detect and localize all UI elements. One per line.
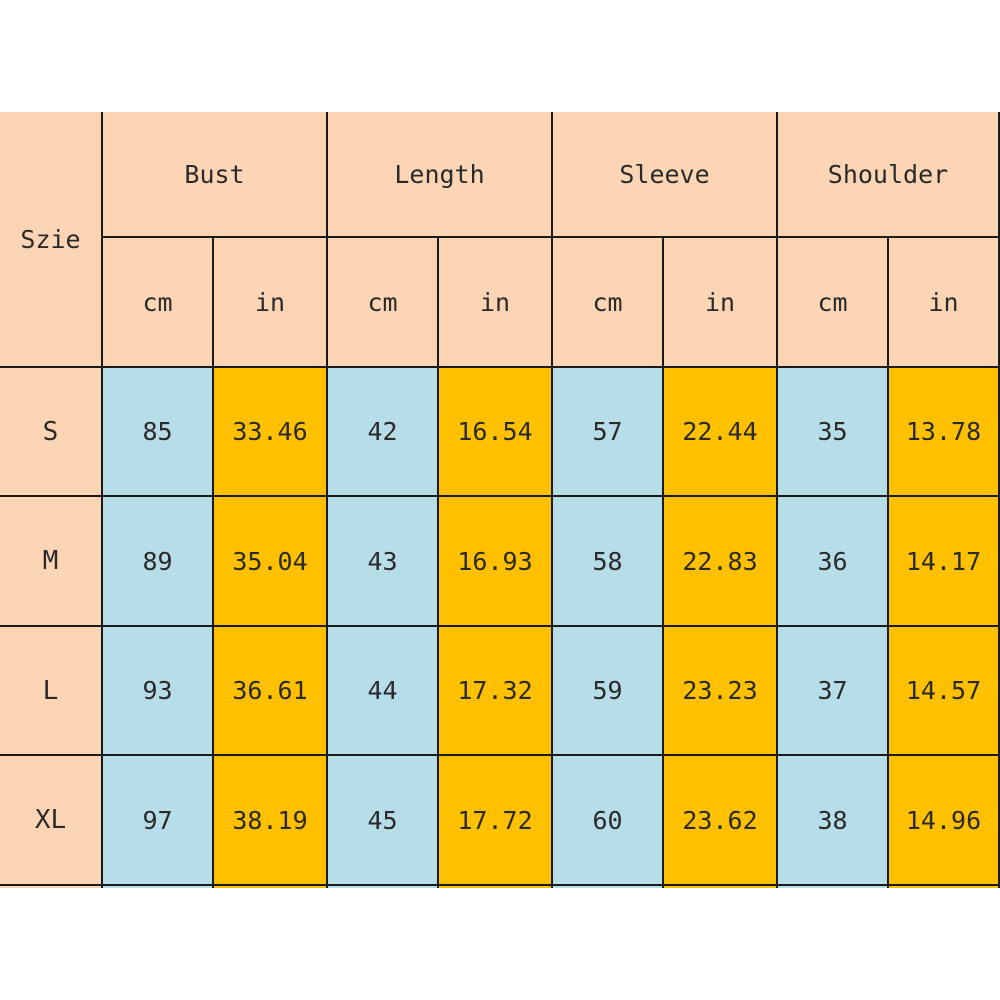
cm-value-cell: 44 [328,627,439,756]
cm-value-cell: 43 [328,497,439,627]
cm-value-cell: 45 [328,756,439,886]
size-label: XL [0,756,103,886]
unit-header: in [439,238,553,368]
unit-header: in [214,238,328,368]
in-value-cell: 36.61 [214,627,328,756]
cm-value-cell: 89 [103,497,214,627]
in-value-cell: 17.72 [439,756,553,886]
size-header: Szie [0,112,103,368]
group-header-sleeve: Sleeve [553,112,778,238]
cm-value-cell: 37 [778,627,889,756]
in-value-cell: 14.96 [889,756,1000,886]
cm-value-cell: 36 [778,497,889,627]
cm-value-cell: 60 [553,756,664,886]
in-value-cell: 14.57 [889,627,1000,756]
cut-off-cell [664,886,778,888]
cut-off-cell [214,886,328,888]
in-value-cell: 33.46 [214,368,328,497]
unit-header: in [664,238,778,368]
size-label: L [0,627,103,756]
size-label: M [0,497,103,627]
cut-off-cell [439,886,553,888]
cm-value-cell: 93 [103,627,214,756]
in-value-cell: 23.23 [664,627,778,756]
in-value-cell: 22.83 [664,497,778,627]
in-value-cell: 17.32 [439,627,553,756]
in-value-cell: 22.44 [664,368,778,497]
cm-value-cell: 57 [553,368,664,497]
in-value-cell: 38.19 [214,756,328,886]
unit-header: cm [778,238,889,368]
cm-value-cell: 38 [778,756,889,886]
cut-off-cell [778,886,889,888]
size-label: S [0,368,103,497]
cut-off-cell [103,886,214,888]
cm-value-cell: 35 [778,368,889,497]
in-value-cell: 16.54 [439,368,553,497]
unit-header: in [889,238,1000,368]
in-value-cell: 23.62 [664,756,778,886]
group-header-length: Length [328,112,553,238]
unit-header: cm [328,238,439,368]
cm-value-cell: 59 [553,627,664,756]
cm-value-cell: 42 [328,368,439,497]
in-value-cell: 35.04 [214,497,328,627]
in-value-cell: 14.17 [889,497,1000,627]
cut-off-cell [889,886,1000,888]
cut-off-cell [0,886,103,888]
cm-value-cell: 85 [103,368,214,497]
group-header-bust: Bust [103,112,328,238]
in-value-cell: 13.78 [889,368,1000,497]
cm-value-cell: 97 [103,756,214,886]
unit-header: cm [103,238,214,368]
cm-value-cell: 58 [553,497,664,627]
cut-off-cell [328,886,439,888]
size-chart-table: Szie Bust cm in Length cm in Sleeve cm in Shoulder… [0,112,1000,888]
cut-off-cell [553,886,664,888]
group-header-shoulder: Shoulder [778,112,1000,238]
unit-header: cm [553,238,664,368]
in-value-cell: 16.93 [439,497,553,627]
